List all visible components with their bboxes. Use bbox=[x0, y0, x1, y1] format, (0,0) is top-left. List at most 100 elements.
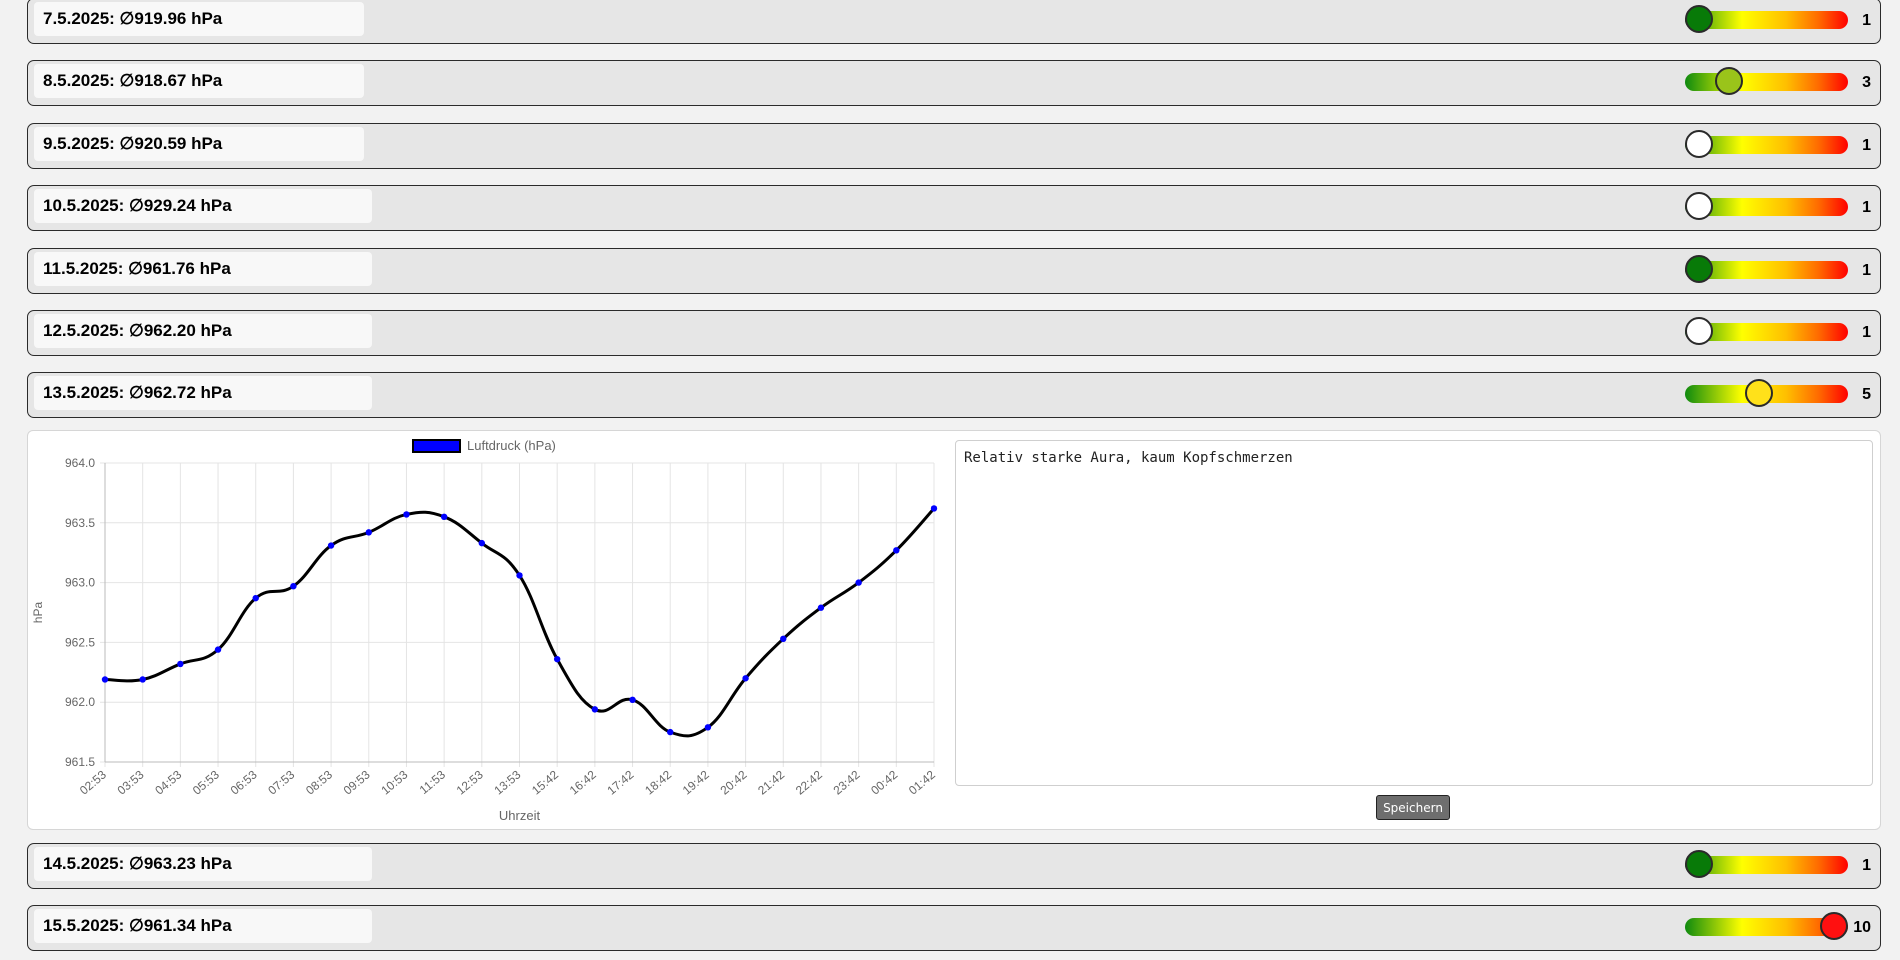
day-summary-label: 14.5.2025: ∅963.23 hPa bbox=[34, 847, 372, 881]
day-summary-label: 7.5.2025: ∅919.96 hPa bbox=[34, 2, 364, 36]
x-tick-label: 21:42 bbox=[755, 767, 787, 797]
x-tick-label: 16:42 bbox=[567, 767, 599, 797]
day-summary-label: 13.5.2025: ∅962.72 hPa bbox=[34, 376, 372, 411]
rating-value: 3 bbox=[1862, 74, 1871, 92]
rating-value: 5 bbox=[1862, 386, 1871, 404]
x-tick-label: 07:53 bbox=[265, 767, 297, 797]
day-row[interactable]: 15.5.2025: ∅961.34 hPa 10 bbox=[27, 905, 1881, 952]
x-tick-label: 00:42 bbox=[868, 767, 900, 797]
slider-handle[interactable] bbox=[1685, 192, 1713, 221]
day-summary-label: 11.5.2025: ∅961.76 hPa bbox=[34, 251, 372, 286]
slider-handle[interactable] bbox=[1685, 5, 1713, 33]
y-tick-label: 961.5 bbox=[65, 755, 95, 769]
day-row[interactable]: 12.5.2025: ∅962.20 hPa 1 bbox=[27, 310, 1881, 356]
data-point bbox=[704, 724, 712, 731]
data-point bbox=[478, 539, 486, 547]
data-point bbox=[139, 676, 146, 683]
rating-value: 10 bbox=[1853, 919, 1871, 937]
x-tick-label: 10:53 bbox=[378, 767, 410, 797]
pain-rating-slider[interactable] bbox=[1685, 11, 1848, 29]
day-row[interactable]: 13.5.2025: ∅962.72 hPa 5 bbox=[27, 372, 1881, 419]
day-row[interactable]: 9.5.2025: ∅920.59 hPa 1 bbox=[27, 122, 1881, 169]
data-point bbox=[327, 542, 335, 549]
y-axis-title: hPa bbox=[31, 602, 45, 624]
x-tick-label: 11:53 bbox=[417, 767, 449, 797]
legend-label: Luftdruck (hPa) bbox=[467, 438, 556, 453]
pain-rating-slider[interactable] bbox=[1685, 73, 1848, 92]
slider-handle[interactable] bbox=[1715, 67, 1743, 96]
y-tick-label: 962.0 bbox=[65, 695, 95, 709]
data-point bbox=[252, 594, 259, 602]
data-point bbox=[516, 572, 523, 579]
y-tick-label: 963.0 bbox=[65, 576, 95, 590]
slider-handle[interactable] bbox=[1745, 379, 1773, 408]
pressure-chart: 964.0 963.5 963.0 962.5 962.0 961.5 02:53 03:53… bbox=[28, 431, 968, 831]
day-row[interactable]: 8.5.2025: ∅918.67 hPa 3 bbox=[27, 60, 1881, 107]
x-tick-label: 13:53 bbox=[491, 767, 523, 797]
data-point bbox=[101, 676, 109, 683]
x-tick-label: 23:42 bbox=[831, 767, 863, 797]
data-point bbox=[780, 635, 787, 643]
data-point bbox=[629, 696, 636, 704]
data-point bbox=[893, 547, 900, 554]
x-tick-label: 19:42 bbox=[680, 767, 712, 797]
x-tick-label: 09:53 bbox=[341, 767, 373, 797]
pain-rating-slider[interactable] bbox=[1685, 198, 1848, 217]
day-row[interactable]: 11.5.2025: ∅961.76 hPa 1 bbox=[27, 247, 1881, 294]
expanded-day-panel: 964.0 963.5 963.0 962.5 962.0 961.5 02:53 03:53… bbox=[27, 430, 1881, 830]
x-tick-label: 01:42 bbox=[906, 767, 938, 797]
y-tick-label: 964.0 bbox=[65, 456, 95, 470]
x-tick-label: 05:53 bbox=[190, 767, 222, 797]
y-tick-label: 962.5 bbox=[65, 635, 95, 649]
pain-rating-slider[interactable] bbox=[1685, 135, 1848, 154]
rating-value: 1 bbox=[1862, 136, 1871, 154]
data-point bbox=[214, 646, 222, 653]
data-point bbox=[553, 655, 561, 663]
rating-value: 1 bbox=[1862, 12, 1871, 29]
x-tick-label: 06:53 bbox=[228, 767, 260, 797]
slider-handle[interactable] bbox=[1685, 254, 1713, 283]
day-row[interactable]: 14.5.2025: ∅963.23 hPa 1 bbox=[27, 843, 1881, 889]
data-point bbox=[591, 706, 599, 713]
data-point bbox=[930, 505, 938, 512]
pain-rating-slider[interactable] bbox=[1685, 918, 1848, 937]
rating-value: 1 bbox=[1862, 261, 1871, 279]
x-tick-label: 18:42 bbox=[642, 767, 674, 797]
rating-value: 1 bbox=[1862, 199, 1871, 217]
rating-value: 1 bbox=[1862, 857, 1871, 874]
data-point bbox=[403, 511, 410, 518]
legend-swatch bbox=[412, 439, 461, 453]
x-tick-label: 20:42 bbox=[718, 767, 750, 797]
pain-rating-slider[interactable] bbox=[1685, 323, 1848, 341]
day-summary-label: 12.5.2025: ∅962.20 hPa bbox=[34, 314, 372, 348]
day-summary-label: 10.5.2025: ∅929.24 hPa bbox=[34, 189, 372, 224]
day-summary-label: 15.5.2025: ∅961.34 hPa bbox=[34, 909, 372, 944]
x-axis-title: Uhrzeit bbox=[499, 808, 541, 823]
x-tick-label: 12:53 bbox=[454, 767, 486, 797]
day-summary-label: 8.5.2025: ∅918.67 hPa bbox=[34, 64, 364, 99]
data-point bbox=[742, 675, 749, 682]
slider-handle[interactable] bbox=[1820, 912, 1848, 941]
y-tick-label: 963.5 bbox=[65, 516, 95, 530]
rating-value: 1 bbox=[1862, 324, 1871, 341]
data-point bbox=[440, 513, 448, 521]
data-point bbox=[817, 604, 825, 611]
note-textarea[interactable]: Relativ starke Aura, kaum Kopfschmerzen bbox=[955, 440, 1873, 786]
pain-rating-slider[interactable] bbox=[1685, 260, 1848, 279]
x-tick-label: 22:42 bbox=[793, 767, 825, 797]
day-summary-label: 9.5.2025: ∅920.59 hPa bbox=[34, 126, 364, 161]
save-button[interactable]: Speichern bbox=[1376, 795, 1450, 820]
day-row[interactable]: 10.5.2025: ∅929.24 hPa 1 bbox=[27, 185, 1881, 232]
data-point bbox=[365, 529, 372, 536]
x-tick-label: 04:53 bbox=[152, 767, 184, 797]
data-point bbox=[290, 582, 297, 590]
day-row[interactable]: 7.5.2025: ∅919.96 hPa 1 bbox=[27, 0, 1881, 44]
pain-rating-slider[interactable] bbox=[1685, 856, 1848, 874]
slider-handle[interactable] bbox=[1685, 317, 1713, 345]
slider-handle[interactable] bbox=[1685, 850, 1713, 878]
data-point bbox=[855, 579, 862, 586]
x-tick-label: 02:53 bbox=[77, 767, 109, 797]
data-point bbox=[667, 728, 674, 736]
slider-handle[interactable] bbox=[1685, 129, 1713, 158]
x-tick-label: 08:53 bbox=[303, 767, 335, 797]
